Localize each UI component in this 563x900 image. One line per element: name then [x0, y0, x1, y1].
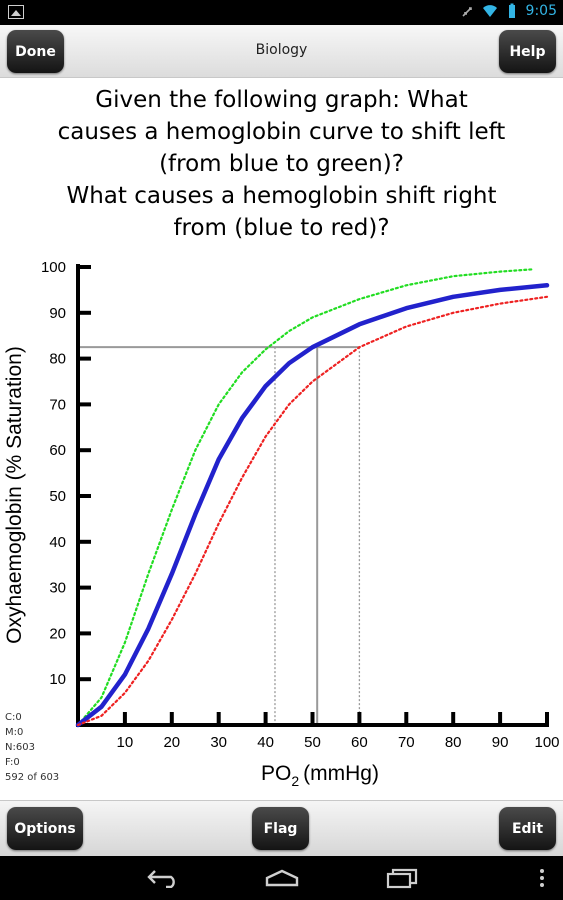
- x-axis-label-unit: (mmHg): [303, 762, 379, 785]
- card-position: 592 of 603: [5, 772, 60, 783]
- y-tick-label: 60: [49, 442, 66, 459]
- chart-curves: [75, 268, 550, 728]
- y-tick-label: 30: [49, 580, 66, 597]
- sync-icon: [461, 7, 472, 17]
- stats-panel: C:0 M:0 N:603 F:0 592 of 603: [5, 710, 59, 785]
- question-line: Given the following graph: What: [95, 87, 468, 113]
- question-line: causes a hemoglobin curve to shift left: [57, 119, 506, 145]
- battery-icon: [508, 3, 515, 18]
- back-icon[interactable]: [146, 868, 180, 888]
- x-tick-label: 60: [351, 734, 368, 751]
- y-tick-label: 40: [49, 534, 66, 551]
- stat-new: N:603: [5, 742, 35, 753]
- image-notification-icon: [8, 5, 24, 19]
- status-time: 9:05: [525, 3, 557, 19]
- edit-button[interactable]: Edit: [499, 807, 556, 850]
- question-line: (from blue to green)?: [159, 151, 404, 177]
- tick-labels: 10 20 30 40 50 60 70 80 90 100 10 20 30 40 50 60 70 80 90 1…: [41, 259, 560, 751]
- stat-missed: M:0: [5, 727, 24, 738]
- x-tick-label: 10: [117, 734, 134, 751]
- stat-flagged: F:0: [5, 757, 20, 768]
- navigation-bar: [0, 856, 563, 900]
- x-axis-label: PO2 (mmHg): [261, 762, 379, 789]
- home-icon[interactable]: [264, 868, 300, 888]
- y-tick-label: 90: [49, 305, 66, 322]
- y-tick-label: 20: [49, 625, 66, 642]
- x-tick-label: 50: [304, 734, 321, 751]
- y-axis-label: Oxyhaemoglobin (% Saturation): [3, 346, 26, 644]
- x-tick-label: 100: [534, 734, 559, 751]
- recent-apps-icon[interactable]: [385, 867, 419, 889]
- y-tick-label: 10: [49, 671, 66, 688]
- oxygen-dissociation-chart: 10 20 30 40 50 60 70 80 90 100 10 20 30 40 50 60 70 80 90 1…: [3, 259, 560, 789]
- x-tick-label: 40: [257, 734, 274, 751]
- question-text: Given the following graph: What causes a…: [0, 84, 563, 244]
- x-tick-label: 80: [445, 734, 462, 751]
- status-icons: 9:05: [460, 3, 557, 19]
- x-tick-label: 90: [492, 734, 509, 751]
- help-button[interactable]: Help: [499, 30, 556, 73]
- y-tick-label: 50: [49, 488, 66, 505]
- curve-left: [76, 268, 534, 727]
- question-line: What causes a hemoglobin shift right: [66, 183, 497, 209]
- chart-axes: [76, 264, 549, 727]
- question-line: from (blue to red)?: [173, 215, 390, 241]
- options-button[interactable]: Options: [7, 807, 83, 850]
- y-tick-label: 70: [49, 396, 66, 413]
- status-bar: 9:05: [0, 0, 563, 25]
- x-tick-label: 20: [163, 734, 180, 751]
- flag-button[interactable]: Flag: [252, 807, 309, 850]
- x-tick-label: 70: [398, 734, 415, 751]
- y-tick-label: 80: [49, 351, 66, 368]
- bottom-toolbar: Options Flag Edit: [0, 800, 563, 856]
- wifi-icon: [482, 5, 497, 17]
- x-axis-label-sub: 2: [291, 773, 299, 789]
- title-bar: Done Biology Help: [0, 25, 563, 78]
- done-button[interactable]: Done: [7, 30, 64, 73]
- menu-overflow-icon[interactable]: [536, 868, 548, 888]
- curve-right: [76, 295, 549, 727]
- x-tick-label: 30: [210, 734, 227, 751]
- x-axis-label-main: PO: [261, 762, 291, 785]
- y-tick-label: 100: [41, 259, 66, 276]
- stat-correct: C:0: [5, 712, 22, 723]
- page-title: Biology: [255, 42, 308, 58]
- curve-normal: [75, 283, 550, 728]
